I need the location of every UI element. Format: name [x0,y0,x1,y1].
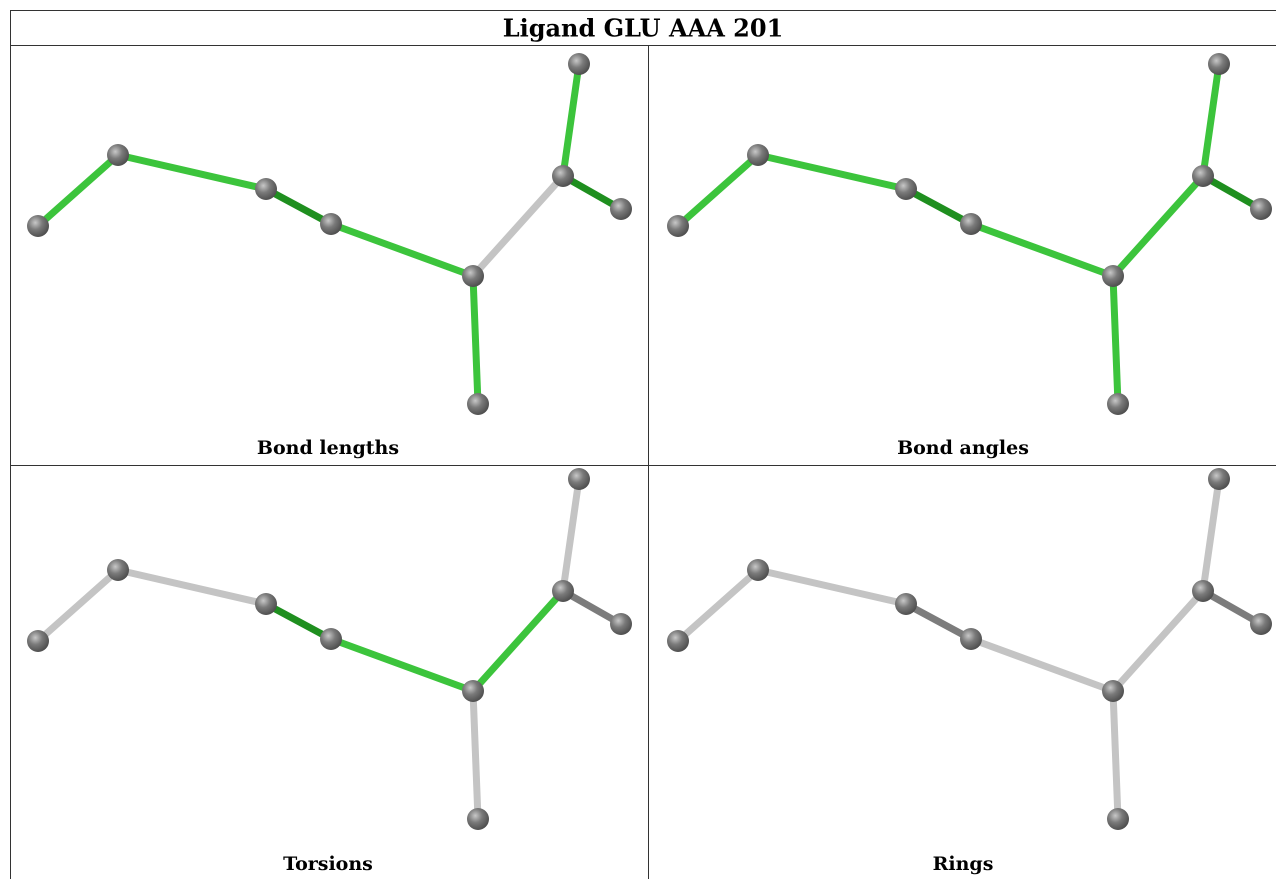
atom [1107,393,1129,415]
bond [38,570,118,641]
caption: Torsions [283,853,373,875]
atom [320,628,342,650]
atom [107,144,129,166]
bond [266,189,331,224]
bond [1203,479,1219,591]
atom [610,198,632,220]
bond [758,155,906,189]
atom [107,559,129,581]
atom [1192,580,1214,602]
atom [255,178,277,200]
atom [895,178,917,200]
atom [1208,53,1230,75]
bond [758,570,906,604]
bond [473,591,563,691]
atom [1102,265,1124,287]
caption: Bond angles [897,437,1029,459]
atom [610,613,632,635]
molecule [27,53,632,415]
atom [667,215,689,237]
atom [568,468,590,490]
bond [473,276,478,404]
atom [1250,198,1272,220]
atom [462,265,484,287]
bond [118,155,266,189]
atom [462,680,484,702]
atom [552,580,574,602]
molecule [27,468,632,830]
bond [38,155,118,226]
atom [467,393,489,415]
atom [895,593,917,615]
atom [1102,680,1124,702]
atom [27,630,49,652]
bond [1113,176,1203,276]
atom [667,630,689,652]
atom [467,808,489,830]
atom [568,53,590,75]
bond [906,604,971,639]
bond [678,570,758,641]
molecule [667,468,1272,830]
atom [1107,808,1129,830]
atom [1250,613,1272,635]
bond [473,176,563,276]
bond [1203,64,1219,176]
figure: Ligand GLU AAA 201 Bond lengths Bond ang… [0,0,1276,879]
bond [1113,276,1118,404]
caption: Bond lengths [257,437,399,459]
atom [27,215,49,237]
bond [331,639,473,691]
bond [1113,591,1203,691]
bond [563,479,579,591]
molecule-panels [27,53,1272,830]
atom [1208,468,1230,490]
atom [747,559,769,581]
bond [1113,691,1118,819]
atom [1192,165,1214,187]
title: Ligand GLU AAA 201 [503,14,784,43]
atom [747,144,769,166]
table-border [11,11,1276,879]
bond [266,604,331,639]
atom [320,213,342,235]
bond [563,64,579,176]
molecule [667,53,1272,415]
bond [331,224,473,276]
bond [971,224,1113,276]
atom [960,213,982,235]
bond [473,691,478,819]
caption: Rings [933,853,994,875]
bond [118,570,266,604]
atom [960,628,982,650]
atom [255,593,277,615]
atom [552,165,574,187]
bond [906,189,971,224]
bond [971,639,1113,691]
bond [678,155,758,226]
